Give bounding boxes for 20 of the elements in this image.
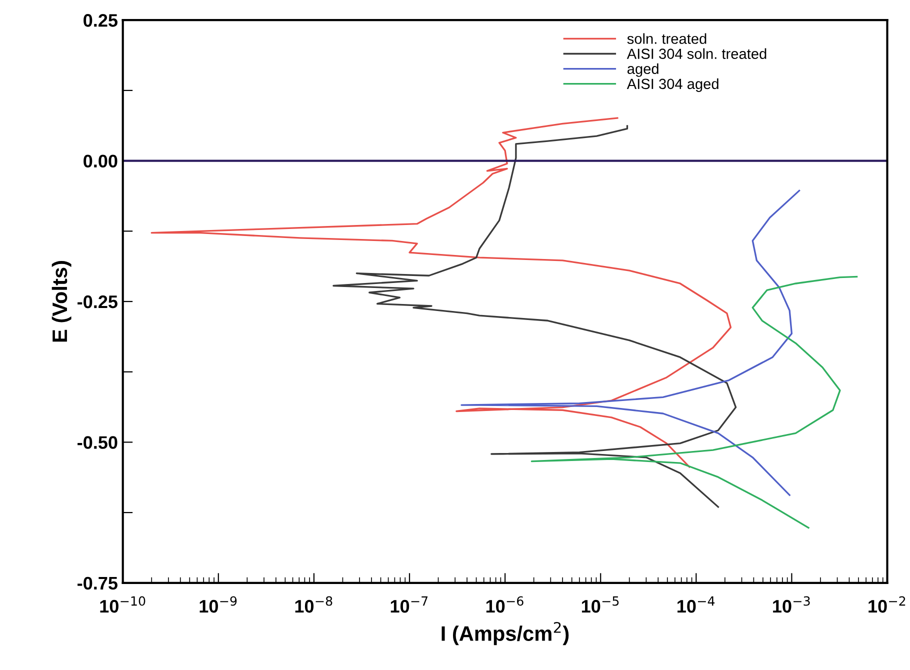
y-tick-label: -0.50 bbox=[78, 436, 118, 449]
x-tick-label: 10$^{−7}$ bbox=[390, 596, 428, 613]
y-tick-label: -0.25 bbox=[78, 295, 118, 308]
x-tick-label: 10$^{−9}$ bbox=[200, 596, 237, 613]
y-tick-label: -0.75 bbox=[78, 576, 118, 590]
legend-label: aged bbox=[627, 63, 658, 77]
y-axis-title: E (Volts) bbox=[52, 261, 72, 342]
x-tick-label: 10$^{−4}$ bbox=[678, 596, 715, 613]
x-tick-label: 10$^{−2}$ bbox=[868, 596, 906, 613]
x-tick-label: 10$^{−6}$ bbox=[486, 596, 524, 613]
x-tick-label: 10$^{−8}$ bbox=[295, 596, 332, 613]
y-tick-label: 0.00 bbox=[84, 154, 118, 168]
legend-label: soln. treated bbox=[627, 33, 706, 44]
y-tick-label: 0.25 bbox=[84, 14, 118, 27]
x-tick-label: 10$^{−5}$ bbox=[582, 596, 619, 613]
legend-label: AISI 304 soln. treated bbox=[626, 48, 766, 59]
x-tick-label: 10$^{−3}$ bbox=[773, 596, 810, 613]
x-tick-label: 10$^{−10}$ bbox=[100, 596, 146, 613]
legend-label: AISI 304 aged bbox=[626, 78, 718, 92]
x-axis-title: I (Amps/cm$^{2}$) bbox=[442, 622, 569, 646]
